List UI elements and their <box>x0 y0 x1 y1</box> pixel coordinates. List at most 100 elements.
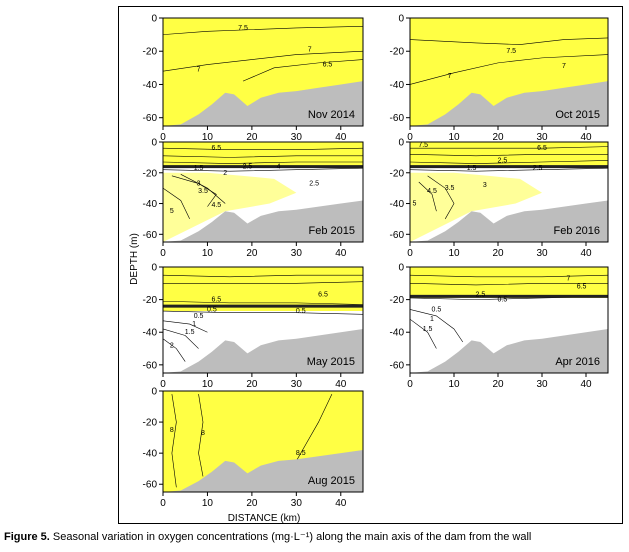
contour-label: 2 <box>223 170 227 177</box>
contour-label: 6.5 <box>323 62 333 69</box>
contour-label: 2.5 <box>243 164 253 171</box>
contour-label: 0.5 <box>194 313 204 320</box>
contour-label: 7 <box>562 63 566 70</box>
oxygen-zone <box>163 267 363 312</box>
x-tick-label: 20 <box>492 132 504 143</box>
x-tick-label: 10 <box>448 379 460 390</box>
contour-label: 8.5 <box>296 450 306 457</box>
panel-title: Aug 2015 <box>308 475 355 487</box>
y-axis-label: DEPTH (m) <box>129 233 140 285</box>
thermocline-band <box>163 304 363 308</box>
contour-line <box>162 161 363 164</box>
y-tick-label: 0 <box>151 387 157 398</box>
x-tick-label: 20 <box>492 379 504 390</box>
contour-line <box>296 393 333 462</box>
contour-label: 8 <box>170 427 174 434</box>
contour-label: 7.5 <box>506 48 516 55</box>
contour-label: 7 <box>566 275 570 282</box>
y-tick-label: -20 <box>390 168 405 179</box>
contour-label: 0.5 <box>432 306 442 313</box>
x-tick-label: 20 <box>246 498 258 509</box>
y-tick-label: -60 <box>390 113 405 124</box>
panel-7: 8 8 8.5 0 10 20 30 40 0 -20 -40 -60 Aug 2015 <box>143 387 364 509</box>
contour-line <box>198 394 204 477</box>
x-tick-label: 0 <box>407 379 413 390</box>
y-tick-label: -40 <box>143 80 158 91</box>
y-tick-label: -40 <box>143 328 158 339</box>
plot-border <box>162 141 364 243</box>
contour-label: 0.5 <box>207 306 217 313</box>
y-tick-label: -20 <box>143 418 158 429</box>
y-tick-label: -60 <box>143 480 158 491</box>
contour-label: 1 <box>192 321 196 328</box>
contour-line <box>162 310 364 315</box>
y-tick-label: -40 <box>390 80 405 91</box>
x-tick-label: 10 <box>448 132 460 143</box>
contour-line <box>418 181 437 212</box>
contour-label: 3.5 <box>445 185 455 192</box>
x-tick-label: 40 <box>335 248 347 259</box>
panel-title: May 2015 <box>307 356 355 368</box>
y-tick-label: 0 <box>151 14 157 25</box>
plot-border <box>162 266 364 374</box>
contour-line <box>409 309 464 343</box>
contour-label: 6.5 <box>537 145 547 152</box>
x-tick-label: 0 <box>160 379 166 390</box>
bottom-profile <box>163 328 363 373</box>
contour-label: 7 <box>197 67 201 74</box>
x-tick-label: 10 <box>202 379 214 390</box>
contour-label: 3.5 <box>198 188 208 195</box>
contour-line <box>162 320 208 333</box>
contour-label: 4 <box>277 164 281 171</box>
oxygen-zone <box>410 267 608 298</box>
y-tick-label: 0 <box>151 263 157 274</box>
bottom-profile <box>410 328 608 373</box>
y-tick-label: -20 <box>390 47 405 58</box>
contour-line <box>409 283 608 286</box>
panel-6: 7 6.5 2.5 0.5 0.5 1 1.5 0 10 20 30 40 0 -20 -40 -60 Apr … <box>390 263 609 390</box>
contour-label: 6.5 <box>211 145 221 152</box>
x-tick-label: 30 <box>536 379 548 390</box>
contour-line <box>410 146 609 149</box>
panel-title: Feb 2016 <box>554 225 600 237</box>
thermocline-band <box>410 165 608 169</box>
thermocline-band <box>163 165 363 169</box>
oxygen-zone <box>410 172 542 242</box>
plot-border <box>162 390 364 493</box>
contour-label: 5 <box>170 208 174 215</box>
x-tick-label: 30 <box>536 132 548 143</box>
x-tick-label: 0 <box>407 248 413 259</box>
x-tick-label: 30 <box>291 379 303 390</box>
contour-label: 4.5 <box>211 202 221 209</box>
contour-label: 7 <box>448 73 452 80</box>
x-tick-label: 30 <box>536 248 548 259</box>
y-tick-label: -20 <box>390 295 405 306</box>
panel-title: Nov 2014 <box>308 109 355 121</box>
contour-line <box>409 274 609 278</box>
x-tick-label: 30 <box>291 132 303 143</box>
contour-line <box>162 167 364 172</box>
contour-line <box>162 338 186 362</box>
contour-line <box>409 160 609 164</box>
contour-label: 1.5 <box>194 165 204 172</box>
contour-label: 1.5 <box>185 329 195 336</box>
contour-label: 1.5 <box>423 326 433 333</box>
x-axis-label: DISTANCE (km) <box>228 513 301 524</box>
plot-border <box>409 17 609 127</box>
x-tick-label: 30 <box>291 248 303 259</box>
panel-3: 6.5 1.5 2 2.5 4 33.54.5 5 2.5 0 10 20 30 40 0 -20 -40 -6… <box>143 138 364 259</box>
contour-label: 1 <box>430 316 434 323</box>
y-tick-label: 0 <box>398 138 404 149</box>
y-tick-label: -20 <box>143 168 158 179</box>
y-tick-label: -20 <box>143 47 158 58</box>
contour-line <box>409 318 437 349</box>
contour-line <box>171 394 177 488</box>
x-tick-label: 0 <box>407 132 413 143</box>
oxygen-zone <box>163 172 297 242</box>
contour-line <box>163 281 364 284</box>
bottom-profile <box>163 450 363 492</box>
contour-label: 5 <box>412 201 416 208</box>
contour-label: 0.5 <box>296 308 306 315</box>
contour-line <box>409 54 609 85</box>
